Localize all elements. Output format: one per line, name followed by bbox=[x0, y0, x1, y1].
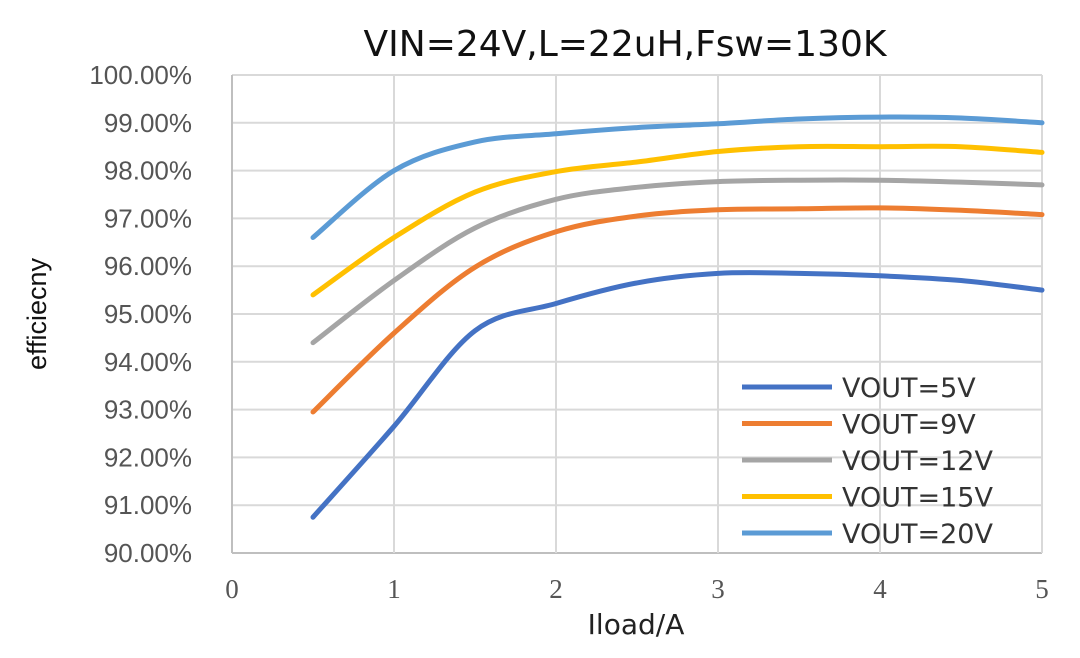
y-tick-label: 97.00% bbox=[104, 203, 192, 233]
legend-entry: VOUT=12V bbox=[842, 446, 993, 477]
chart-title: VIN=24V,L=22uH,Fsw=130K bbox=[364, 24, 888, 65]
y-tick-label: 96.00% bbox=[104, 251, 192, 281]
y-axis-label: efficiecny bbox=[22, 257, 52, 370]
y-tick-label: 91.00% bbox=[104, 490, 192, 520]
series-line-4 bbox=[310, 143, 1045, 298]
legend-entry: VOUT=5V bbox=[842, 373, 976, 404]
y-tick-label: 99.00% bbox=[104, 108, 192, 138]
x-tick-label: 3 bbox=[711, 574, 725, 604]
series-lines bbox=[310, 114, 1045, 520]
x-tick-label: 1 bbox=[387, 574, 401, 604]
legend-entry: VOUT=9V bbox=[842, 410, 976, 441]
y-tick-label: 98.00% bbox=[104, 156, 192, 186]
gridlines bbox=[231, 74, 1043, 554]
legend-entry: VOUT=20V bbox=[842, 519, 993, 550]
y-tick-label: 93.00% bbox=[104, 395, 192, 425]
legend-entry: VOUT=15V bbox=[842, 483, 993, 514]
y-tick-label: 92.00% bbox=[104, 442, 192, 472]
x-tick-label: 4 bbox=[873, 574, 887, 604]
x-axis-label: Iload/A bbox=[588, 608, 685, 641]
y-tick-label: 95.00% bbox=[104, 299, 192, 329]
y-tick-label: 94.00% bbox=[104, 347, 192, 377]
legend: VOUT=5V VOUT=9V VOUT=12V VOUT=15V VOUT=20V bbox=[742, 373, 993, 550]
x-tick-label: 2 bbox=[549, 574, 563, 604]
y-tick-label: 100.00% bbox=[89, 60, 192, 90]
series-line-2 bbox=[310, 205, 1045, 415]
series-line-3 bbox=[310, 177, 1045, 346]
y-tick-label: 90.00% bbox=[104, 538, 192, 568]
x-tick-label: 0 bbox=[225, 574, 239, 604]
x-tick-label: 5 bbox=[1035, 574, 1049, 604]
x-tick-labels: 0 1 2 3 4 5 bbox=[225, 574, 1049, 604]
y-tick-labels: 90.00% 91.00% 92.00% 93.00% 94.00% 95.00% 96.0… bbox=[89, 60, 192, 568]
series-line-1 bbox=[310, 270, 1045, 520]
series-line-5 bbox=[310, 114, 1045, 240]
